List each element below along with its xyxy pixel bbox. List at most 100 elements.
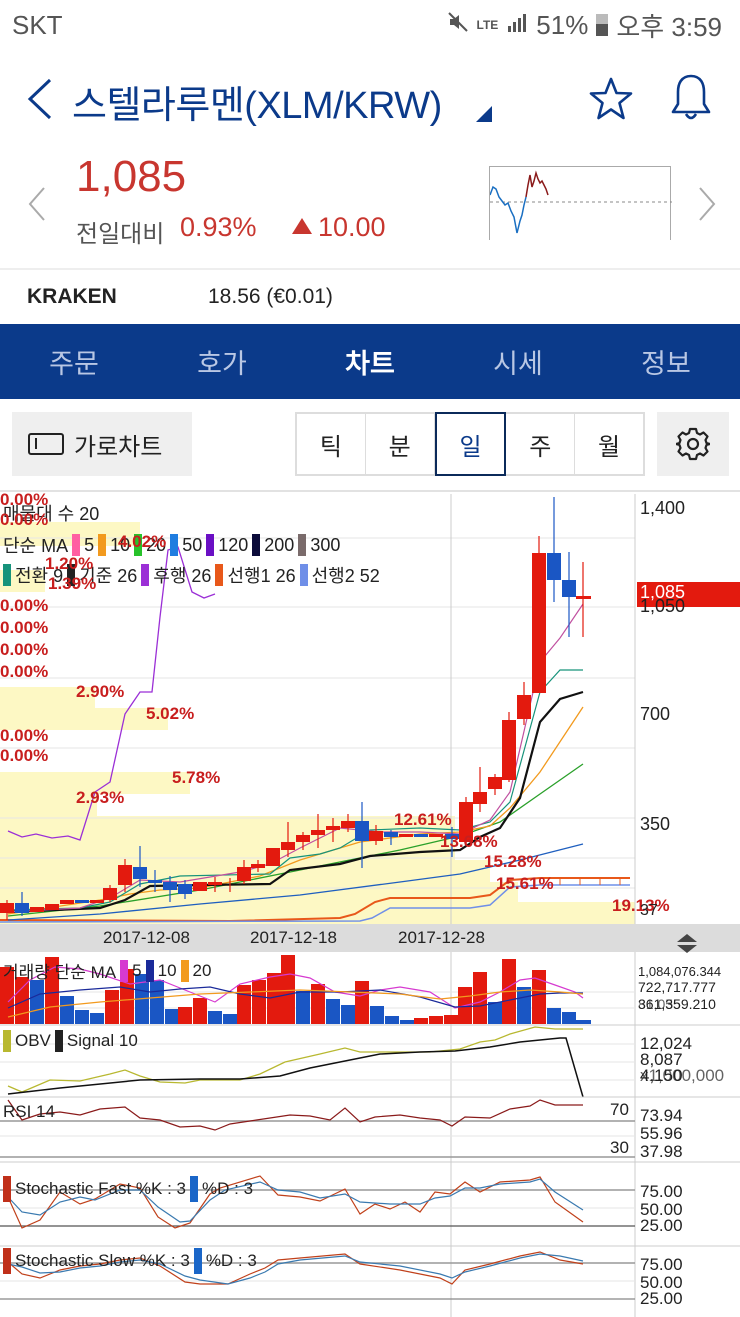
up-triangle-icon bbox=[292, 218, 312, 234]
vol-ma20-label: 20 bbox=[192, 960, 212, 980]
obv-y-label: 4,150 bbox=[640, 1066, 683, 1085]
vol-y-label: 1,084,076.344 bbox=[638, 964, 722, 979]
period-day[interactable]: 일 bbox=[434, 412, 507, 476]
alert-button[interactable] bbox=[668, 72, 714, 124]
chart-toolbar: 가로차트 틱 분 일 주 월 bbox=[0, 410, 740, 480]
y-axis-label: 37 bbox=[640, 902, 658, 919]
vp-pct: 0.00% bbox=[0, 490, 49, 509]
stoch-slow-y-label: 25.00 bbox=[640, 1289, 683, 1308]
rsi-y-label: 37.98 bbox=[640, 1142, 683, 1161]
stoch-slow-k-swatch bbox=[3, 1248, 11, 1274]
x-axis-label: 2017-12-08 bbox=[103, 928, 190, 947]
chikou-label: 후행 26 bbox=[153, 566, 212, 586]
chart-settings-button[interactable] bbox=[657, 412, 729, 476]
obv-y-label: 8,087 bbox=[640, 1050, 683, 1069]
period-minute[interactable]: 분 bbox=[366, 414, 435, 474]
x-axis-label: 2017-12-18 bbox=[250, 928, 337, 947]
stoch-fast-y-label: 50.00 bbox=[640, 1200, 683, 1219]
vp-pct: 1.20% bbox=[45, 554, 94, 573]
sma200-label: 200 bbox=[264, 534, 295, 555]
vol-y-label: 361,359.210 bbox=[638, 996, 716, 1012]
y-axis-label: 350 bbox=[640, 814, 671, 834]
chikou-swatch bbox=[141, 564, 150, 586]
vp-pct: 15.28% bbox=[484, 852, 542, 871]
stoch-slow-y-label: 50.00 bbox=[640, 1273, 683, 1292]
obv-swatch bbox=[3, 1030, 11, 1052]
change-value-text: 10.00 bbox=[318, 212, 386, 242]
y-axis-label: 1,400 bbox=[640, 498, 686, 518]
vp-pct: 4.02% bbox=[118, 532, 167, 551]
exchange-value: 18.56 (€0.01) bbox=[208, 285, 333, 308]
sma300-swatch bbox=[298, 534, 307, 556]
carrier-label: SKT bbox=[12, 9, 63, 40]
stoch-fast-d-swatch bbox=[190, 1176, 199, 1202]
obv-y-unit: x1,000,000 bbox=[640, 1066, 725, 1085]
bell-icon bbox=[671, 74, 711, 120]
vol-ma5-swatch bbox=[120, 959, 129, 982]
tab-orderbook[interactable]: 호가 bbox=[197, 349, 247, 379]
kijun-label: 기준 26 bbox=[79, 566, 138, 586]
period-selector: 틱 분 일 주 월 bbox=[295, 412, 645, 476]
sma50-label: 50 bbox=[182, 534, 203, 555]
volume-profile-label: 매물대 수 20 bbox=[3, 504, 100, 524]
price-chart-canvas[interactable] bbox=[0, 492, 740, 1317]
stoch-slow-k-label: Stochastic Slow %K : 3 bbox=[15, 1251, 190, 1270]
tab-order[interactable]: 주문 bbox=[49, 349, 99, 379]
obv-y-label: 12,024 bbox=[640, 1034, 692, 1053]
stoch-fast-legend: Stochastic Fast %K : 3 %D : 3 bbox=[3, 1176, 253, 1202]
vol-y-label: 81,055 bbox=[638, 996, 681, 1012]
vp-pct: 1.39% bbox=[48, 574, 97, 593]
tab-info[interactable]: 정보 bbox=[641, 349, 691, 379]
volume-label: 거래량 단순 MA bbox=[3, 963, 117, 982]
main-tabs: 주문 호가 차트 시세 정보 bbox=[0, 324, 740, 399]
sma10-label: 10 bbox=[110, 534, 131, 555]
rsi-level-30: 30 bbox=[610, 1138, 629, 1157]
stoch-fast-d-label: %D : 3 bbox=[202, 1179, 254, 1198]
landscape-chart-button[interactable]: 가로차트 bbox=[12, 412, 192, 476]
vol-ma10-swatch bbox=[145, 959, 154, 982]
gear-icon bbox=[676, 427, 710, 461]
intraday-mini-chart bbox=[489, 166, 672, 240]
y-axis-label: 1,050 bbox=[640, 596, 686, 616]
y-axis-label: 700 bbox=[640, 704, 671, 724]
stoch-slow-y-label: 75.00 bbox=[640, 1255, 683, 1274]
status-bar: SKT LTE 51% 오후 3:59 bbox=[0, 0, 740, 50]
vp-pct: 19.13% bbox=[612, 896, 670, 915]
tab-market-price[interactable]: 시세 bbox=[493, 349, 543, 379]
prev-coin-button[interactable] bbox=[26, 184, 48, 224]
vol-ma20-swatch bbox=[180, 959, 189, 982]
sma300-label: 300 bbox=[310, 534, 341, 555]
vp-pct: 13.68% bbox=[440, 832, 498, 851]
rsi-level-70: 70 bbox=[610, 1100, 629, 1119]
stoch-fast-y-label: 75.00 bbox=[640, 1182, 683, 1201]
chevron-left-icon bbox=[28, 187, 45, 221]
kijun-swatch bbox=[67, 564, 76, 586]
rsi-y-label: 55.96 bbox=[640, 1124, 683, 1143]
tab-chart[interactable]: 차트 bbox=[345, 349, 395, 379]
vp-pct: 0.00% bbox=[0, 596, 49, 615]
vp-pct: 0.00% bbox=[0, 746, 49, 765]
chevron-left-icon bbox=[27, 78, 52, 120]
vp-pct: 5.02% bbox=[146, 704, 195, 723]
back-button[interactable] bbox=[22, 74, 62, 124]
next-coin-button[interactable] bbox=[696, 184, 718, 224]
vp-pct: 5.78% bbox=[172, 768, 221, 787]
battery-icon bbox=[596, 14, 609, 36]
chart-area[interactable]: 매물대 수 20 단순 MA 5 10 20 50 120 200 300 전환… bbox=[0, 490, 740, 1317]
page-title[interactable]: 스텔라루멘(XLM/KRW) bbox=[72, 85, 442, 127]
period-tick[interactable]: 틱 bbox=[297, 414, 366, 474]
clock: 오후 3:59 bbox=[616, 11, 722, 42]
tenkan-label: 전환 9 bbox=[15, 566, 64, 586]
period-week[interactable]: 주 bbox=[506, 414, 576, 474]
favorite-button[interactable] bbox=[588, 76, 634, 122]
caret-icon[interactable] bbox=[476, 106, 492, 122]
senkou1-swatch bbox=[215, 564, 224, 586]
period-month[interactable]: 월 bbox=[598, 433, 621, 461]
ichimoku-legend: 전환 9 기준 26 후행 26 선행1 26 선행2 52 bbox=[3, 562, 380, 588]
battery-percent: 51% bbox=[536, 9, 589, 40]
network-label: LTE bbox=[476, 18, 499, 32]
sma120-swatch bbox=[206, 534, 215, 556]
sma50-swatch bbox=[170, 534, 179, 556]
vp-pct: 0.00% bbox=[0, 510, 49, 529]
sma20-swatch bbox=[134, 534, 143, 556]
